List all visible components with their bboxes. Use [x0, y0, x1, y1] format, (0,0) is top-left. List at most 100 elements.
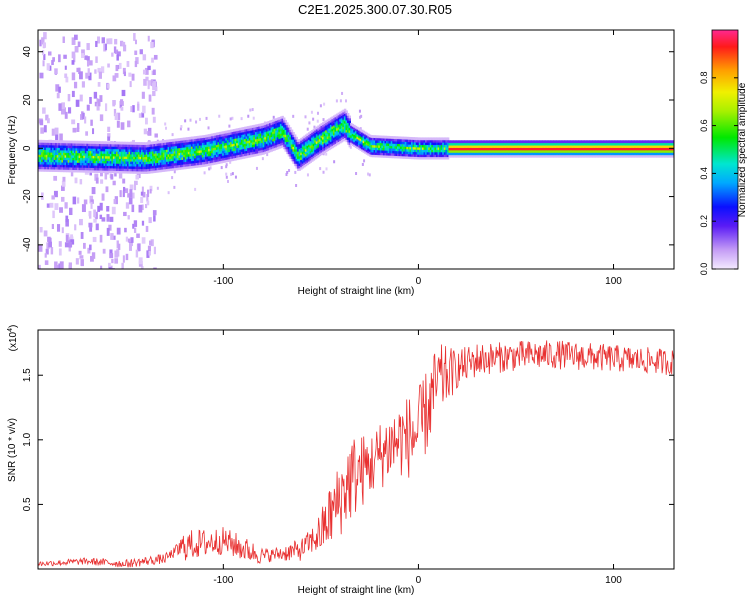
- spectrogram-noise-cell: [225, 172, 228, 176]
- spectrogram-ridge-cell: [211, 143, 214, 146]
- spectrogram-ridge-cell: [295, 139, 298, 143]
- spectrogram-ridge-cell: [432, 139, 436, 143]
- spectrogram-ridge-cell: [66, 147, 69, 151]
- spectrogram-ridge-cell: [495, 142, 498, 146]
- spectrogram-noise-cell: [89, 96, 92, 104]
- spectrogram-ridge-cell: [475, 140, 478, 144]
- spectrogram-noise-cell: [152, 69, 156, 75]
- spectrogram-ridge-cell: [339, 126, 342, 129]
- spectrogram-ridge-cell: [462, 142, 465, 146]
- spectrogram-ridge-cell: [411, 149, 414, 152]
- spectrogram-ridge-cell: [131, 166, 135, 169]
- spectrogram-ridge-cell: [657, 147, 661, 151]
- spectrogram-noise-cell: [124, 188, 129, 194]
- spectrogram-ridge-cell: [484, 140, 487, 144]
- spectrogram-ridge-cell: [347, 115, 350, 119]
- spectrogram-ridge-cell: [275, 132, 278, 136]
- spectrogram-ridge-cell: [599, 154, 603, 158]
- spectrogram-ridge-cell: [142, 151, 145, 155]
- spectrogram-ridge-cell: [275, 130, 278, 134]
- spectrogram-ridge-cell: [643, 154, 646, 158]
- spectrogram-ridge-cell: [184, 149, 188, 153]
- spectrogram-ridge-cell: [287, 146, 291, 150]
- spectrogram-ridge-cell: [309, 143, 312, 146]
- spectrogram-ridge-cell: [86, 167, 89, 171]
- spectrogram-ridge-cell: [534, 149, 537, 153]
- spectrogram-ridge-cell: [222, 150, 225, 154]
- spectrogram-ridge-cell: [487, 147, 490, 151]
- spectrogram-ridge-cell: [303, 162, 306, 165]
- spectrogram-ridge-cell: [161, 169, 164, 173]
- spectrogram-ridge-cell: [112, 153, 116, 157]
- spectrogram-ridge-cell: [137, 142, 141, 145]
- spectrogram-ridge-cell: [247, 130, 250, 134]
- spectrogram-ridge-cell: [105, 155, 108, 159]
- spectrogram-ridge-cell: [507, 147, 511, 151]
- spectrogram-noise-cell: [79, 179, 83, 185]
- spectrogram-noise-cell: [129, 81, 132, 88]
- spectrogram-ridge-cell: [106, 153, 110, 157]
- spectrogram-ridge-cell: [133, 168, 136, 172]
- spectrogram-ridge-cell: [203, 137, 206, 141]
- spectrogram-noise-cell: [359, 127, 362, 131]
- spectrogram-noise-cell: [132, 223, 135, 229]
- spectrogram-ridge-cell: [84, 160, 88, 164]
- spectrogram-ridge-cell: [48, 159, 52, 163]
- spectrogram-ridge-cell: [615, 142, 618, 146]
- spectrogram-ridge-cell: [354, 142, 358, 146]
- spectrogram-ridge-cell: [95, 150, 99, 154]
- spectrogram-ridge-cell: [223, 159, 227, 163]
- spectrogram-noise-cell: [101, 193, 105, 201]
- spectrogram-ridge-cell: [200, 164, 203, 168]
- spectrogram-ridge-cell: [437, 149, 440, 153]
- spectrogram-ridge-cell: [443, 139, 447, 143]
- spectrogram-noise-cell: [54, 68, 58, 75]
- spectrogram-ridge-cell: [304, 136, 308, 140]
- spectrogram-ridge-cell: [170, 146, 174, 150]
- spectrogram-ridge-cell: [81, 167, 85, 171]
- spectrogram-ridge-cell: [542, 149, 545, 153]
- spectrogram-ridge-cell: [56, 142, 60, 146]
- spectrogram-ridge-cell: [414, 137, 417, 141]
- spectrogram-ridge-cell: [73, 143, 77, 146]
- spectrogram-noise-cell: [68, 262, 73, 269]
- spectrogram-ridge-cell: [606, 140, 609, 144]
- spectrogram-ridge-cell: [109, 143, 113, 147]
- spectrogram-ridge-cell: [446, 137, 450, 141]
- spectrogram-noise-cell: [74, 46, 79, 53]
- spectrogram-ridge-cell: [563, 147, 567, 151]
- spectrogram-ridge-cell: [137, 171, 141, 174]
- spectrogram-ridge-cell: [487, 145, 490, 148]
- spectrogram-ridge-cell: [534, 152, 537, 156]
- spectrogram-ridge-cell: [67, 157, 71, 161]
- spectrogram-noise-cell: [114, 250, 119, 258]
- spectrogram-ridge-cell: [39, 151, 42, 155]
- spectrogram-ridge-cell: [268, 137, 272, 141]
- spectrogram-ridge-cell: [304, 134, 308, 138]
- spectrogram-ridge-cell: [509, 147, 512, 151]
- spectrogram-ridge-cell: [453, 152, 456, 156]
- spectrogram-ridge-cell: [621, 147, 625, 151]
- spectrogram-ridge-cell: [345, 117, 348, 121]
- spectrogram-ridge-cell: [290, 144, 294, 147]
- spectrogram-ridge-cell: [272, 141, 275, 144]
- spectrogram-ridge-cell: [59, 154, 63, 158]
- spectrogram-ridge-cell: [584, 145, 587, 148]
- spectrogram-ridge-cell: [414, 149, 417, 153]
- spectrogram-ridge-cell: [242, 151, 245, 154]
- spectrogram-ridge-cell: [109, 148, 113, 152]
- spectrogram-ridge-cell: [459, 154, 462, 158]
- spectrogram-ridge-cell: [66, 162, 69, 166]
- spectrogram-ridge-cell: [626, 149, 629, 153]
- spectrogram-ridge-cell: [109, 168, 113, 171]
- spectrogram-ridge-cell: [59, 164, 63, 168]
- spectrogram-ridge-cell: [670, 147, 673, 151]
- spectrogram-ridge-cell: [556, 142, 559, 146]
- spectrogram-ridge-cell: [173, 160, 177, 164]
- spectrogram-ridge-cell: [451, 140, 454, 144]
- spectrogram-noise-cell: [198, 117, 201, 121]
- spectrogram-ridge-cell: [147, 156, 150, 160]
- spectrogram-ridge-cell: [301, 156, 305, 159]
- spectrogram-ridge-cell: [142, 147, 145, 150]
- spectrogram-ridge-cell: [114, 163, 117, 167]
